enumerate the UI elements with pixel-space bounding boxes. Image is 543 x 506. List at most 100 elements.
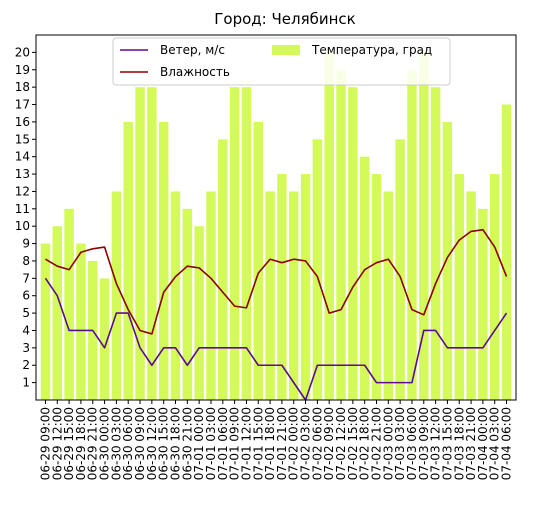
x-tick-label: 07-02 06:00 [310,407,324,480]
bar [135,87,145,401]
x-tick-label: 06-29 12:00 [50,407,64,480]
y-tick-label: 5 [22,306,30,320]
y-tick-label: 18 [15,80,30,94]
x-tick-label: 07-01 06:00 [216,407,230,480]
bar [312,139,323,401]
x-tick-label: 06-29 09:00 [38,407,52,480]
legend-swatch [272,45,300,55]
x-tick-label: 07-02 03:00 [299,407,313,480]
y-tick-label: 4 [22,323,30,337]
x-tick-label: 07-03 00:00 [381,407,395,480]
bar [324,52,334,400]
bar [253,121,263,401]
x-tick-label: 07-03 12:00 [429,407,443,480]
bar [466,191,476,400]
bar [229,87,240,401]
bar [336,69,346,400]
x-tick-label: 07-01 00:00 [192,407,206,480]
x-tick-label: 06-30 00:00 [98,407,112,480]
y-tick-label: 11 [15,202,30,216]
x-tick-label: 06-30 21:00 [180,407,194,480]
x-tick-label: 07-01 21:00 [275,407,289,480]
x-tick-label: 07-01 15:00 [251,407,265,480]
y-tick-label: 15 [15,132,30,146]
bar [454,174,464,400]
y-tick-label: 20 [15,45,30,59]
x-tick-label: 07-03 21:00 [464,407,478,480]
bar [40,243,51,400]
x-tick-label: 07-02 09:00 [322,407,336,480]
bar [182,208,193,400]
x-tick-label: 07-03 09:00 [417,407,431,480]
y-tick-label: 7 [22,271,30,285]
chart-title: Город: Челябинск [214,10,355,28]
x-tick-label: 07-01 09:00 [228,407,242,480]
x-tick-label: 07-01 18:00 [263,407,277,480]
x-tick-label: 07-03 06:00 [405,407,419,480]
series-line [44,277,508,401]
y-tick-label: 2 [22,358,30,372]
x-tick-label: 06-30 18:00 [169,407,183,480]
bar [123,121,133,401]
bar [383,191,394,400]
x-tick-label: 07-02 00:00 [287,407,301,480]
bar [371,174,382,400]
legend-frame [112,37,451,86]
bar [52,226,63,400]
bar [359,156,370,400]
x-tick-label: 07-02 18:00 [358,407,372,480]
y-tick-label: 19 [15,63,30,77]
bar [99,278,110,400]
y-tick-label: 6 [22,289,30,303]
x-tick-label: 06-29 18:00 [74,407,88,480]
bar [300,174,311,400]
bar [64,208,74,400]
x-tick-label: 06-29 21:00 [86,407,100,480]
bar [478,208,488,400]
y-tick-label: 17 [15,98,30,112]
x-tick-label: 06-29 15:00 [62,407,76,480]
x-tick-label: 07-01 03:00 [204,407,218,480]
y-tick-label: 8 [22,254,30,268]
x-tick-label: 06-30 09:00 [133,407,147,480]
axes-frame [35,34,517,401]
x-tick-label: 06-30 12:00 [145,407,159,480]
bar [430,87,441,401]
legend-label: Ветер, м/с [160,43,225,57]
y-tick-label: 3 [22,341,30,355]
y-tick-label: 13 [15,167,30,181]
x-tick-label: 07-02 21:00 [369,407,383,480]
x-tick-label: 07-01 12:00 [239,407,253,480]
x-tick-label: 06-30 06:00 [121,407,135,480]
bar [442,121,453,401]
series-line [45,228,508,335]
x-tick-label: 07-02 12:00 [334,407,348,480]
x-tick-label: 07-03 18:00 [452,407,466,480]
x-tick-label: 07-03 15:00 [440,407,454,480]
y-tick-label: 1 [22,376,30,390]
bar [277,174,287,400]
x-tick-label: 06-30 03:00 [109,407,123,480]
x-tick-label: 07-04 06:00 [500,407,514,480]
bar [76,243,86,400]
x-tick-label: 06-30 15:00 [157,407,171,480]
legend: Ветер, м/с Температура, град Влажность [112,37,451,86]
x-tick-label: 07-03 03:00 [393,407,407,480]
bar [395,139,405,401]
legend-label: Влажность [160,65,230,79]
y-tick-label: 9 [22,237,30,251]
bar [419,52,429,400]
y-tick-label: 12 [15,184,30,198]
bar [241,87,252,401]
x-tick-label: 07-04 00:00 [476,407,490,480]
bar [289,191,299,400]
bar [206,191,216,400]
bar [158,121,169,401]
legend-label: Температура, град [311,43,432,57]
bar [147,87,157,401]
bar [489,174,500,400]
bar [265,191,275,400]
bar [348,87,358,401]
